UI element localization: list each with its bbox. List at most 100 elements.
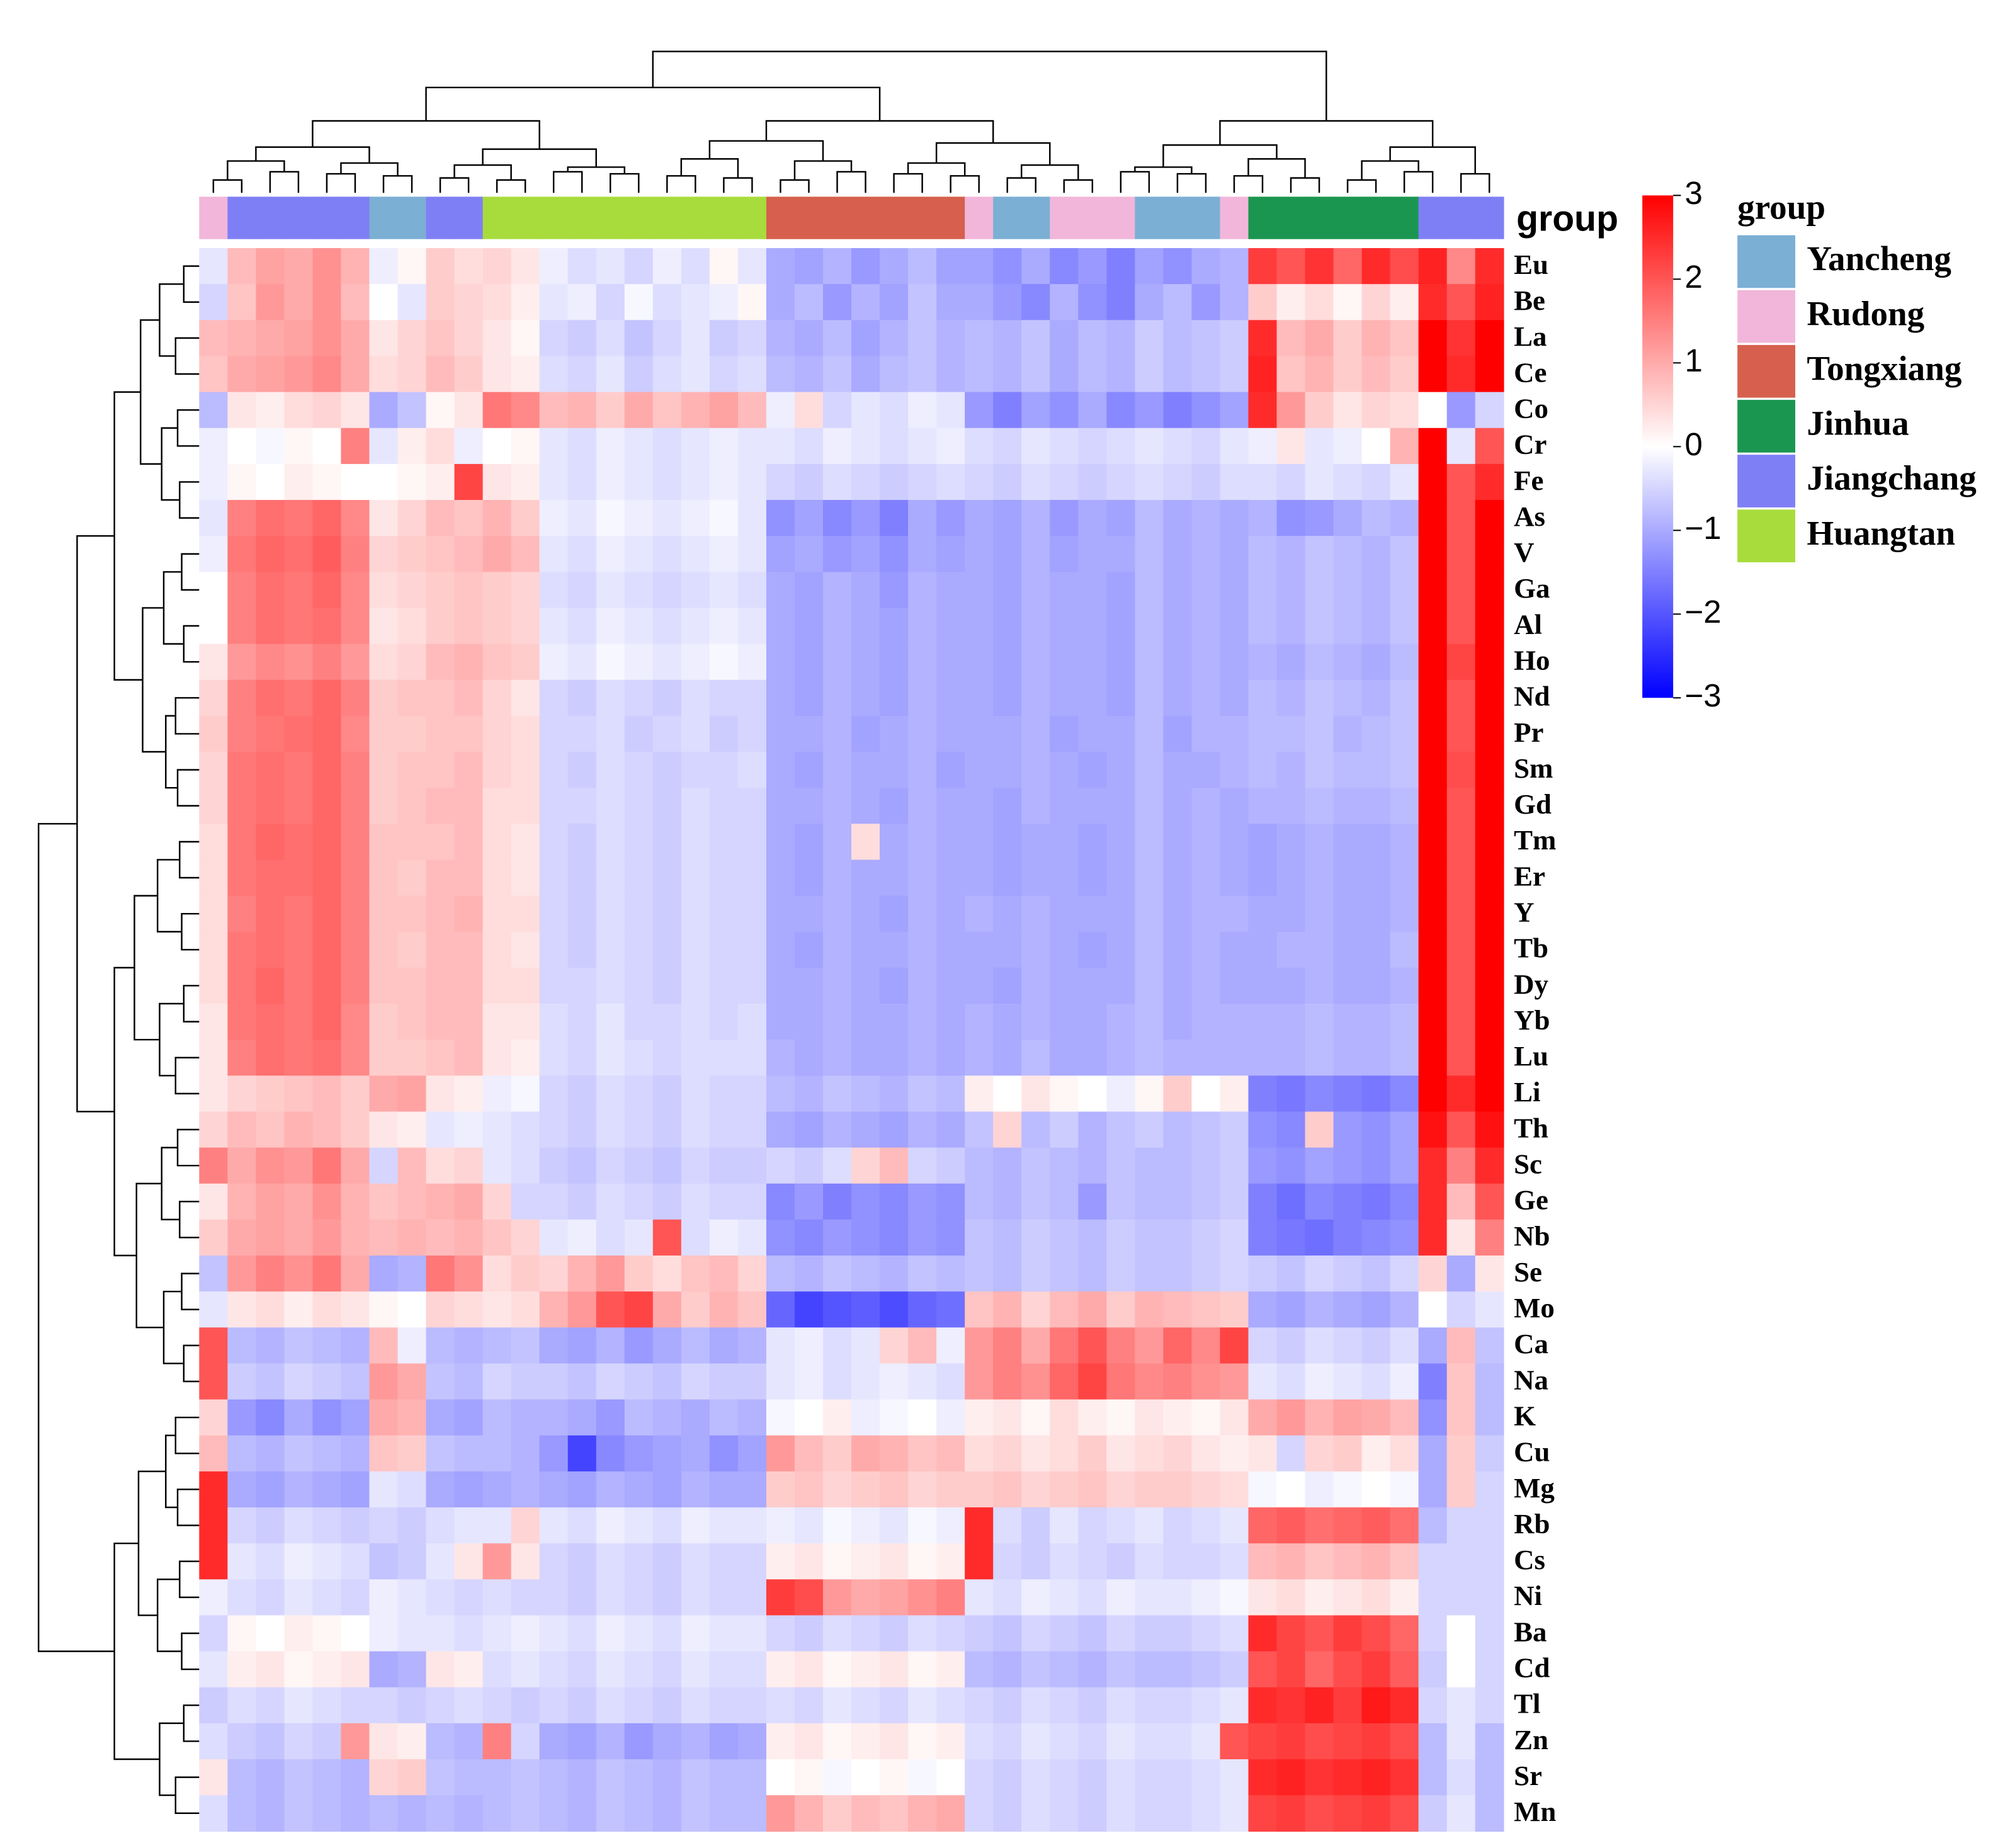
heatmap-cell — [1475, 1327, 1504, 1364]
heatmap-cell — [1361, 608, 1391, 645]
heatmap-cell — [681, 1004, 710, 1040]
heatmap-cell — [1418, 1363, 1448, 1400]
heatmap-cell — [511, 1723, 540, 1760]
heatmap-cell — [1390, 428, 1419, 465]
heatmap-cell — [1475, 428, 1504, 465]
heatmap-cell — [1106, 1147, 1136, 1184]
heatmap-cell — [312, 1291, 342, 1329]
heatmap-cell — [1390, 1723, 1419, 1760]
heatmap-cell — [1163, 752, 1193, 788]
heatmap-cell — [1305, 1795, 1334, 1832]
heatmap-cell — [652, 284, 682, 321]
heatmap-cell — [965, 572, 994, 609]
heatmap-cell — [312, 392, 342, 429]
heatmap-cell — [1106, 1219, 1136, 1256]
heatmap-cell — [1050, 284, 1079, 321]
heatmap-cell — [482, 1363, 512, 1400]
dendrogram-branch — [174, 1776, 200, 1814]
heatmap-cell — [567, 1507, 597, 1544]
heatmap-cell — [823, 1075, 852, 1113]
heatmap-cell — [1050, 1543, 1079, 1580]
heatmap-cell — [737, 284, 767, 321]
heatmap-cell — [284, 1183, 314, 1220]
heatmap-cell — [624, 1687, 654, 1724]
heatmap-cell — [624, 1543, 654, 1580]
heatmap-cell — [426, 500, 455, 536]
heatmap-cell — [1106, 1507, 1136, 1544]
heatmap-cell — [908, 1147, 937, 1184]
heatmap-cell — [511, 1004, 540, 1040]
heatmap-cell — [794, 248, 824, 285]
heatmap-cell — [624, 536, 654, 573]
heatmap-cell — [1475, 1723, 1504, 1760]
heatmap-cell — [1163, 463, 1193, 501]
heatmap-cell — [652, 1004, 682, 1040]
heatmap-cell — [539, 1147, 569, 1184]
heatmap-cell — [652, 1687, 682, 1724]
heatmap-cell — [1106, 1687, 1136, 1724]
heatmap-cell — [426, 1471, 455, 1508]
heatmap-cell — [1078, 1075, 1108, 1113]
heatmap-cell — [936, 1219, 965, 1256]
heatmap-cell — [397, 536, 427, 573]
annotation-cell — [624, 196, 654, 239]
heatmap-cell — [880, 1327, 909, 1364]
heatmap-cell — [426, 715, 455, 752]
heatmap-cell — [341, 1183, 370, 1220]
heatmap-cell — [341, 608, 370, 645]
heatmap-cell — [199, 715, 229, 752]
heatmap-cell — [1276, 1507, 1306, 1544]
heatmap-cell — [1220, 1615, 1249, 1652]
heatmap-cell — [1333, 1723, 1363, 1760]
heatmap-cell — [709, 1471, 739, 1508]
heatmap-cell — [397, 1327, 427, 1364]
heatmap-cell — [567, 1327, 597, 1364]
heatmap-cell — [766, 572, 795, 609]
row-label: As — [1514, 501, 1545, 532]
heatmap-cell — [1418, 356, 1448, 393]
heatmap-cell — [993, 859, 1023, 897]
heatmap-cell — [1361, 1075, 1391, 1113]
heatmap-cell — [1021, 1004, 1051, 1040]
heatmap-cell — [965, 752, 994, 788]
heatmap-cell — [1050, 1363, 1079, 1400]
heatmap-cell — [1106, 1075, 1136, 1113]
heatmap-cell — [1021, 463, 1051, 501]
heatmap-cell — [227, 1004, 257, 1040]
heatmap-cell — [1361, 859, 1391, 897]
heatmap-cell — [284, 536, 314, 573]
heatmap-cell — [454, 931, 484, 968]
heatmap-cell — [426, 859, 455, 897]
heatmap-cell — [567, 788, 597, 825]
heatmap-cell — [624, 1651, 654, 1688]
heatmap-cell — [596, 788, 625, 825]
heatmap-cell — [482, 1004, 512, 1040]
heatmap-cell — [454, 1040, 484, 1077]
heatmap-cell — [199, 572, 229, 609]
heatmap-cell — [823, 715, 852, 752]
heatmap-cell — [227, 392, 257, 429]
heatmap-cell — [936, 1543, 965, 1580]
heatmap-cell — [993, 1759, 1023, 1796]
heatmap-cell — [1021, 895, 1051, 933]
heatmap-cell — [1191, 643, 1221, 681]
heatmap-cell — [965, 1040, 994, 1077]
heatmap-cell — [227, 1291, 257, 1329]
heatmap-cell — [1446, 1040, 1476, 1077]
heatmap-cell — [1163, 572, 1193, 609]
heatmap-cell — [341, 392, 370, 429]
heatmap-cell — [1276, 248, 1306, 285]
heatmap-cell — [1390, 1579, 1419, 1616]
heatmap-cell — [227, 643, 257, 681]
heatmap-cell — [851, 463, 880, 501]
dendrogram-branch — [179, 1560, 200, 1599]
heatmap-cell — [624, 1363, 654, 1400]
heatmap-cell — [1446, 1111, 1476, 1148]
heatmap-cell — [737, 643, 767, 681]
heatmap-cell — [1446, 356, 1476, 393]
heatmap-cell — [482, 788, 512, 825]
heatmap-cell — [312, 895, 342, 933]
heatmap-cell — [965, 895, 994, 933]
heatmap-cell — [1446, 895, 1476, 933]
heatmap-cell — [794, 1399, 824, 1436]
